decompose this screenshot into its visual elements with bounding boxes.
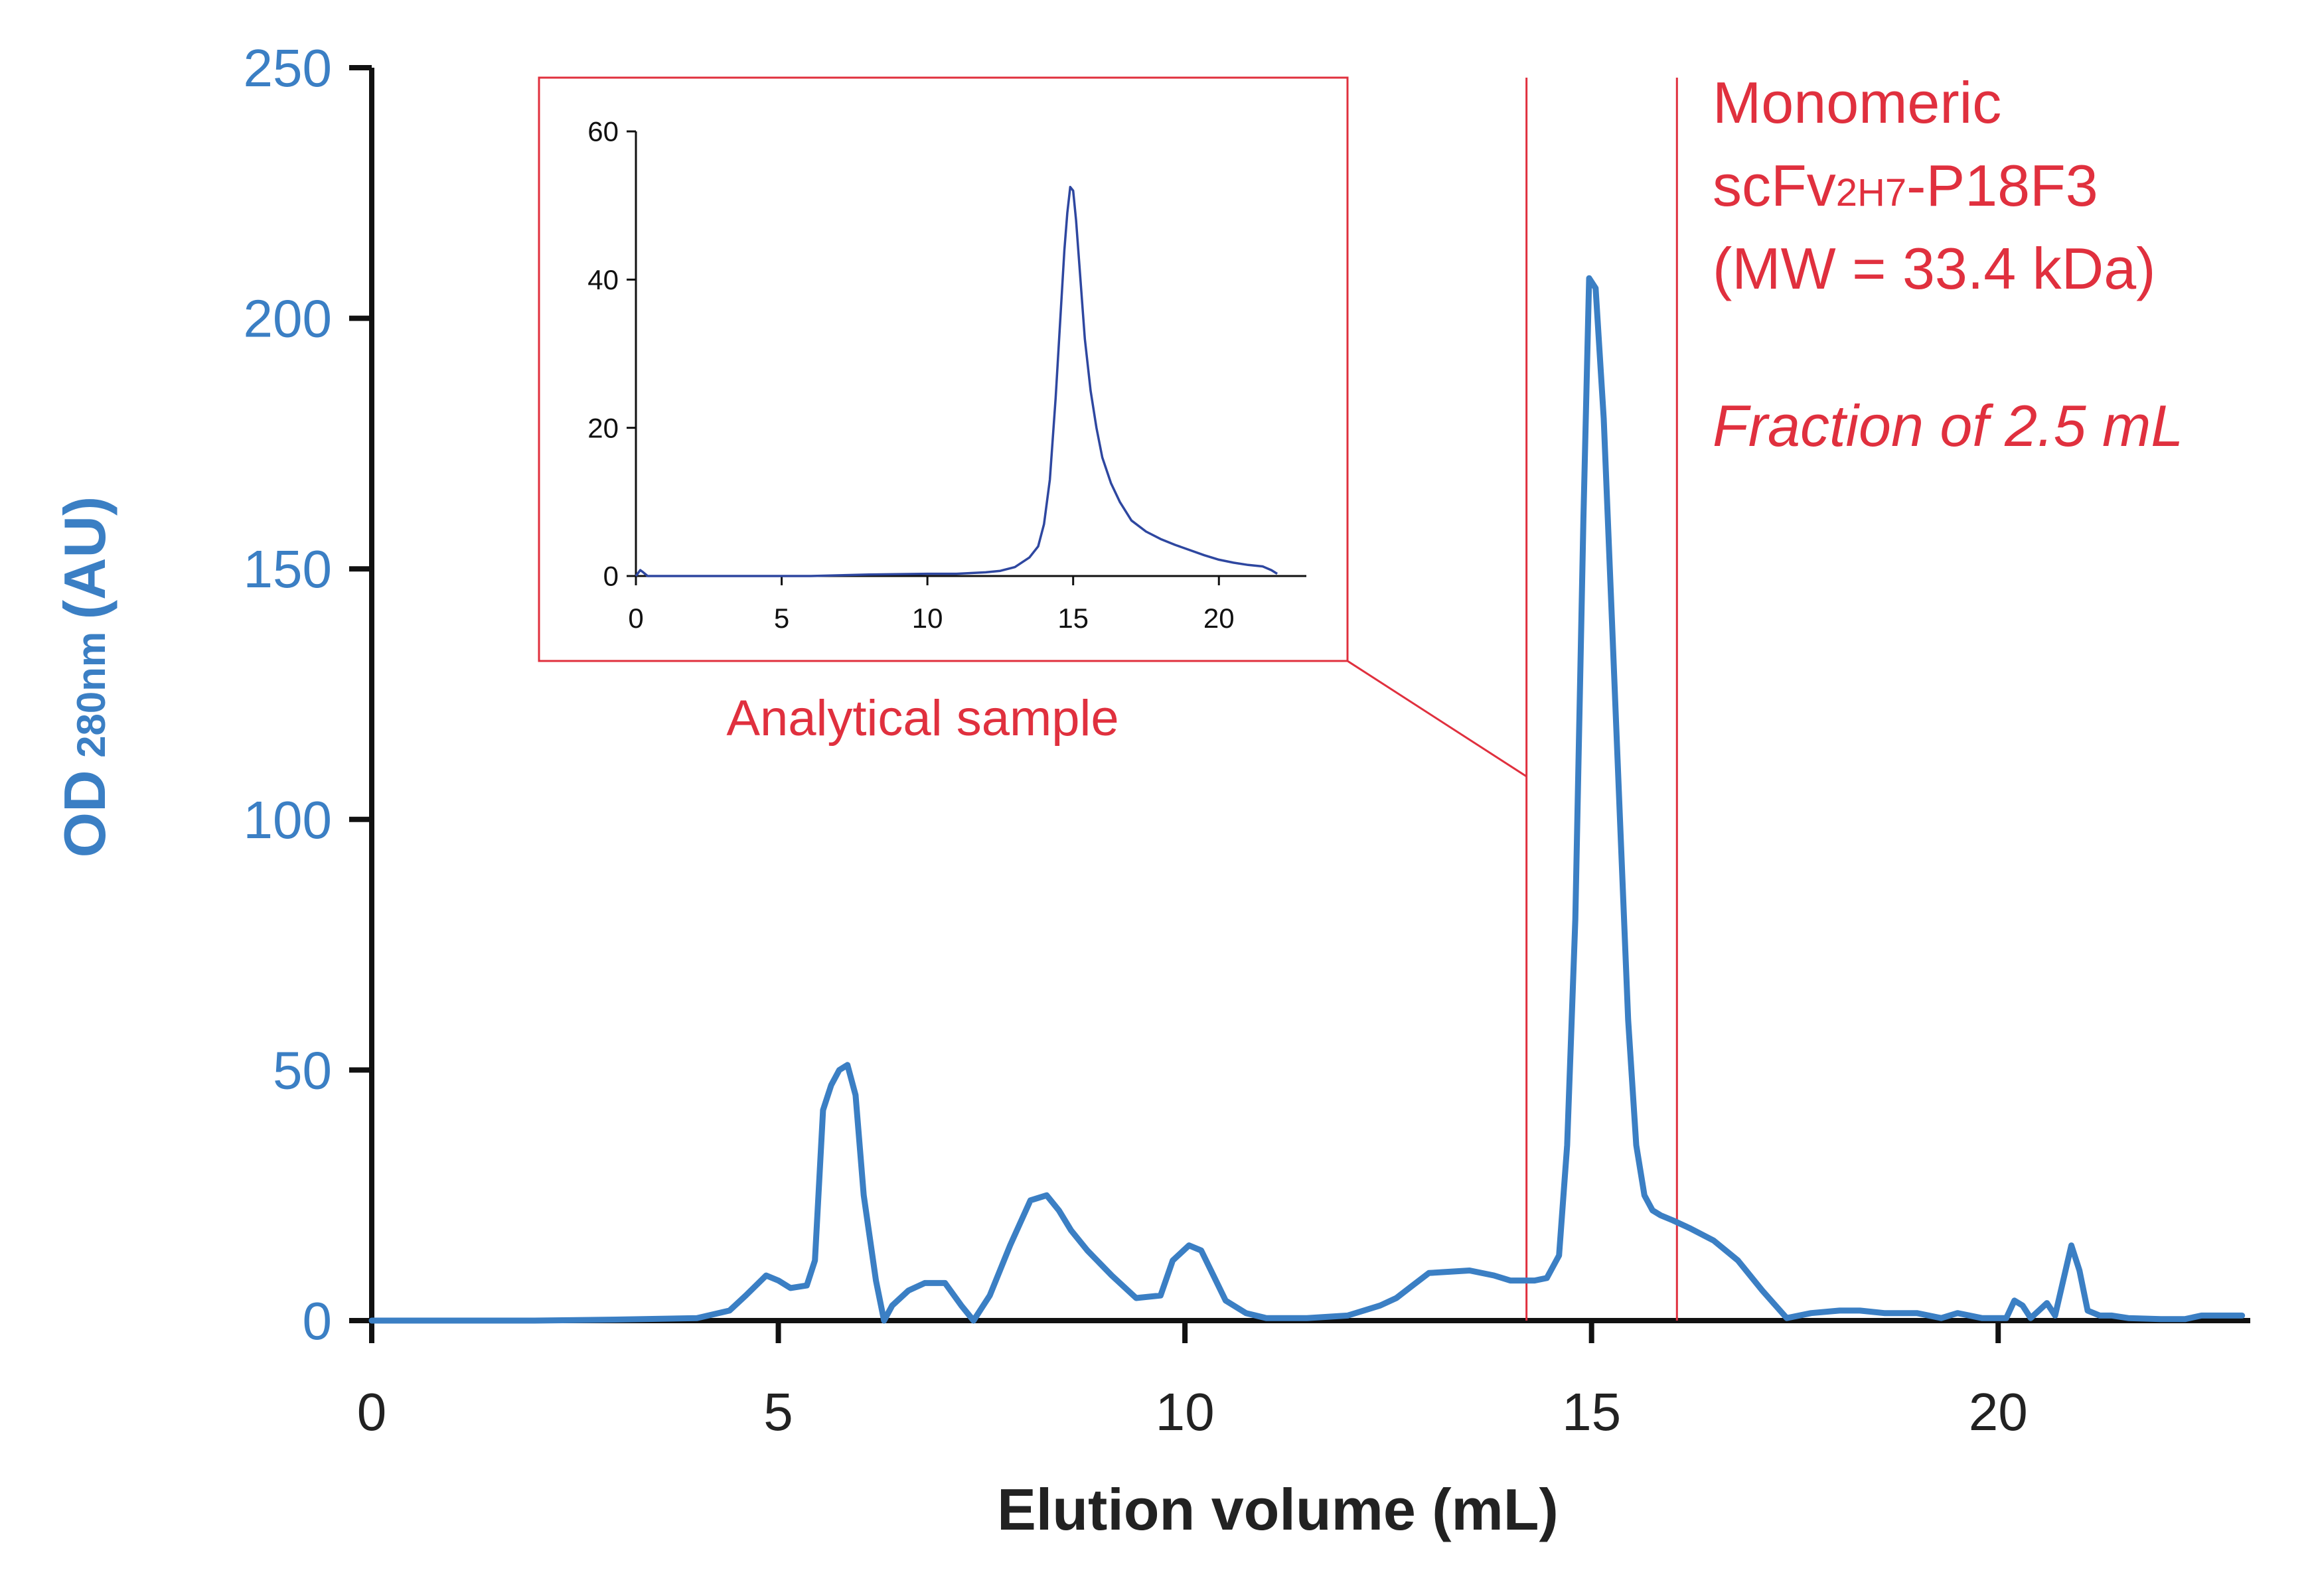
annotation-subscript: 2H7 [1836, 171, 1906, 214]
x-tick-label-5: 5 [763, 1382, 793, 1441]
monomeric-annotation: Monomeric scFv2H7-P18F3 (MW = 33.4 kDa) … [1713, 70, 2183, 459]
x-tick-label-10: 10 [912, 603, 943, 634]
annotation-line-2: scFv2H7-P18F3 [1713, 153, 2098, 218]
inset-connector-line [1347, 660, 1527, 778]
annotation-scfv: scFv [1713, 153, 1836, 218]
y-tick-label-150: 150 [244, 540, 332, 599]
y-title-subscript: 280nm [69, 632, 114, 758]
fraction-note: Fraction of 2.5 mL [1713, 393, 2183, 459]
inset-x-ticks: 0 5 10 15 20 [628, 576, 1235, 634]
main-x-axis-title: Elution volume (mL) [997, 1477, 1559, 1542]
inset-frame [538, 76, 1349, 662]
main-x-ticks: 0 5 10 15 20 [357, 1321, 2028, 1441]
inset-y-ticks: 0 20 40 60 [587, 116, 636, 592]
annotation-line-3: (MW = 33.4 kDa) [1713, 236, 2155, 301]
x-tick-label-10: 10 [1156, 1382, 1215, 1441]
y-tick-label-50: 50 [273, 1041, 332, 1100]
y-title-suffix: (AU) [52, 496, 117, 620]
y-tick-label-0: 0 [303, 1291, 333, 1350]
y-tick-label-60: 60 [587, 116, 619, 147]
y-tick-label-200: 200 [244, 289, 332, 348]
x-tick-label-20: 20 [1203, 603, 1235, 634]
x-tick-label-0: 0 [628, 603, 643, 634]
x-tick-label-5: 5 [774, 603, 789, 634]
inset-chart: 0 5 10 15 20 0 20 40 60 Analytical sample [538, 76, 1527, 778]
inset-series-line [635, 186, 1278, 577]
y-tick-label-0: 0 [603, 561, 619, 592]
inset-caption: Analytical sample [726, 690, 1118, 747]
x-tick-label-15: 15 [1057, 603, 1089, 634]
annotation-protein: -P18F3 [1906, 153, 2098, 218]
y-tick-label-40: 40 [587, 264, 619, 295]
x-tick-label-0: 0 [357, 1382, 387, 1441]
x-tick-label-20: 20 [1969, 1382, 2028, 1441]
y-tick-label-100: 100 [244, 790, 332, 849]
annotation-line-1: Monomeric [1713, 70, 2001, 135]
y-title-base: OD [52, 770, 117, 857]
main-y-axis-title: OD 280nm (AU) [52, 496, 117, 858]
main-y-ticks: 0 50 100 150 200 250 [244, 38, 372, 1350]
y-tick-label-250: 250 [244, 38, 332, 98]
y-tick-label-20: 20 [587, 412, 619, 443]
main-series-line [368, 275, 2246, 1324]
x-tick-label-15: 15 [1562, 1382, 1621, 1441]
